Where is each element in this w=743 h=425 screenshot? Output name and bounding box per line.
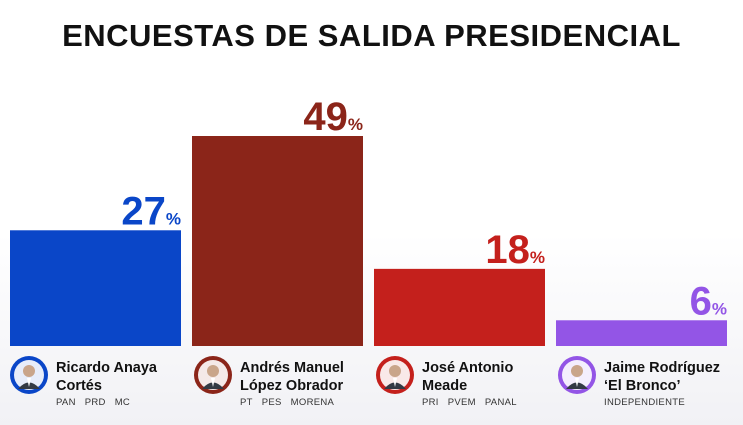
candidate-portrait-icon: [194, 356, 232, 394]
bar-value-label: 49%: [303, 95, 363, 139]
bar-value-label: 18%: [485, 228, 545, 272]
party-label: PAN: [56, 397, 76, 408]
bar-chart: 27% 49% 18% 6%: [10, 95, 727, 346]
party-label: MC: [114, 397, 131, 408]
candidate-item: José Antonio Meade PRI PVEM PANAL: [376, 354, 556, 414]
candidate-name: Ricardo Anaya Cortés: [56, 360, 157, 394]
party-label: MORENA: [290, 397, 335, 408]
bar-value-label: 27%: [121, 189, 181, 233]
candidate-name: Andrés Manuel López Obrador: [240, 360, 344, 394]
candidate-item: Andrés Manuel López Obrador PT PES MORENA: [194, 354, 374, 414]
chart-title: ENCUESTAS DE SALIDA PRESIDENCIAL: [62, 18, 681, 53]
candidate-portrait-icon: [10, 356, 48, 394]
party-label: INDEPENDIENTE: [604, 397, 685, 408]
candidate-portrait-icon: [558, 356, 596, 394]
party-list: INDEPENDIENTE: [604, 397, 694, 408]
candidate-portrait-icon: [376, 356, 414, 394]
candidate-name: José Antonio Meade: [422, 360, 514, 394]
candidate-item: Ricardo Anaya Cortés PAN PRD MC: [10, 354, 190, 414]
party-label: PRI: [422, 397, 439, 408]
bar-4: [556, 320, 727, 346]
bar-2: [192, 136, 363, 346]
party-list: PRI PVEM PANAL: [422, 397, 526, 408]
party-list: PAN PRD MC: [56, 397, 139, 408]
party-label: PT: [240, 397, 253, 408]
party-label: PVEM: [447, 397, 476, 408]
bar-1: [10, 230, 181, 346]
bar-3: [374, 268, 545, 346]
party-list: PT PES MORENA: [240, 397, 343, 408]
candidate-name: Jaime Rodríguez ‘El Bronco’: [604, 360, 721, 394]
bar-value-label: 6%: [690, 279, 727, 323]
party-label: PANAL: [484, 397, 517, 408]
party-label: PES: [261, 397, 282, 408]
candidate-item: Jaime Rodríguez ‘El Bronco’ INDEPENDIENT…: [558, 354, 738, 414]
party-label: PRD: [84, 397, 106, 408]
